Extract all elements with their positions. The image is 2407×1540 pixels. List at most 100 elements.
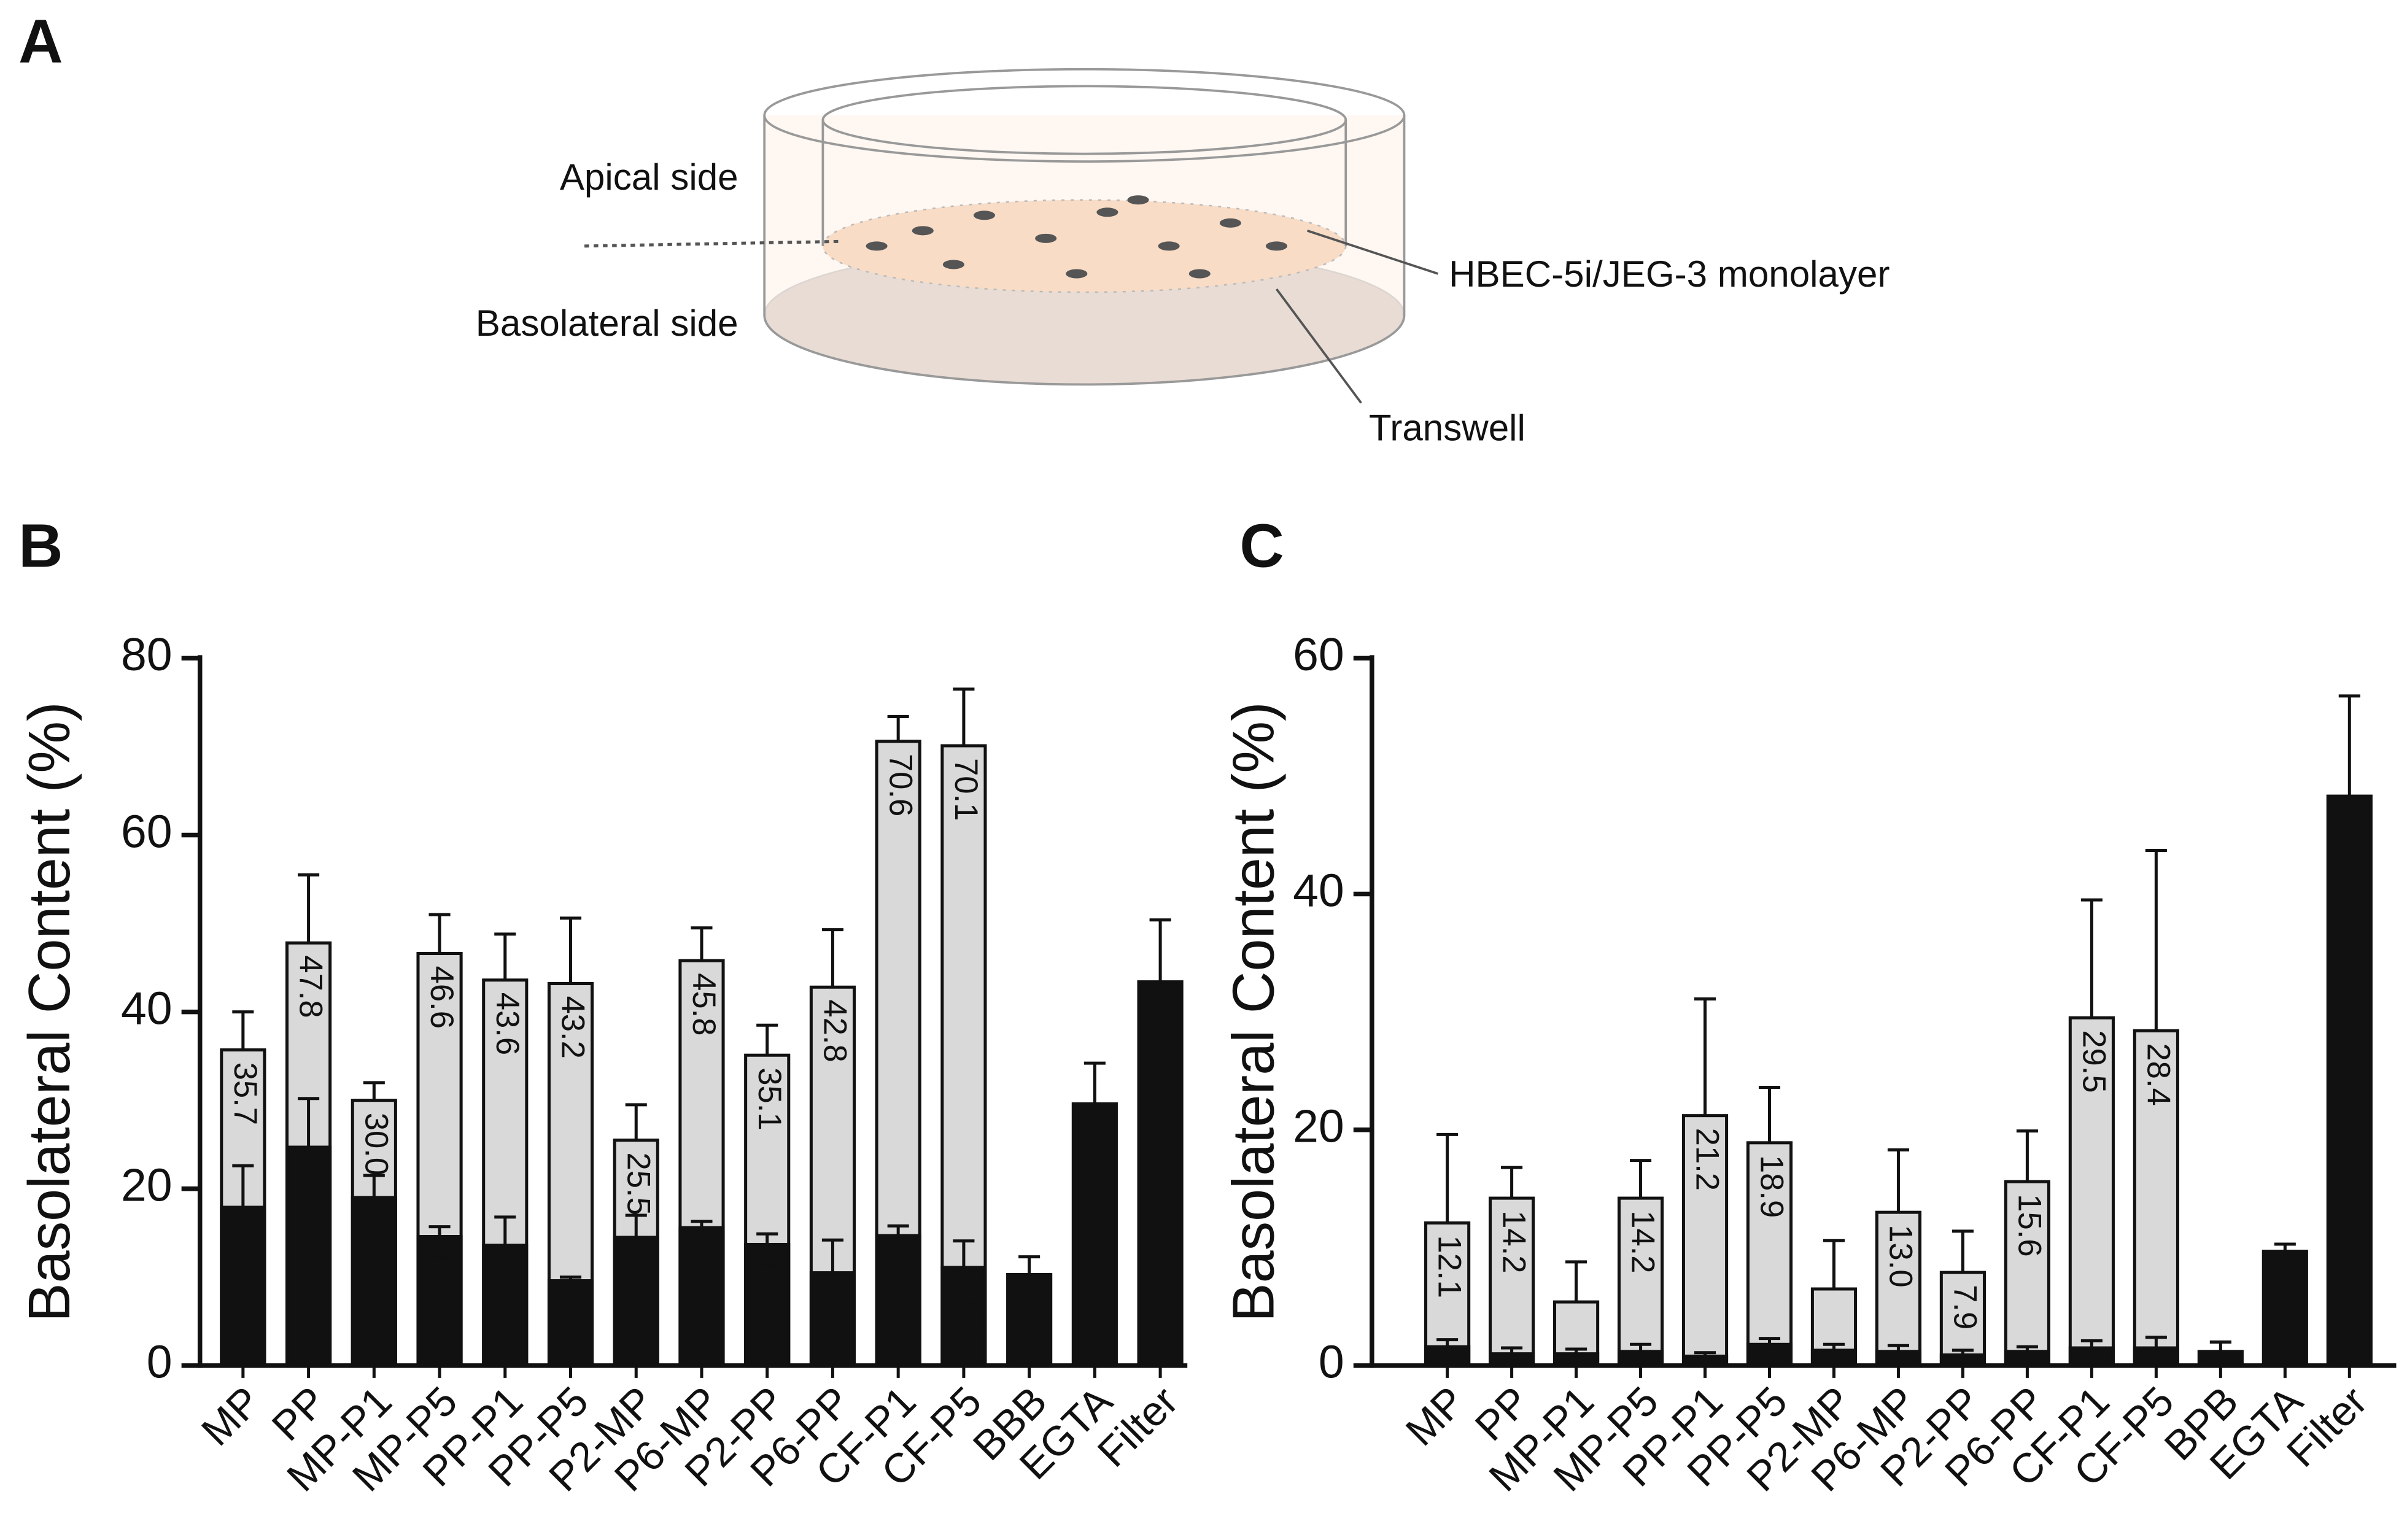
bar [613,1236,659,1368]
value-label: 14.7 [882,1248,918,1310]
value-label: 45.8 [686,973,722,1035]
error-bar [1565,1347,1587,1354]
y-tick-label: 40 [121,982,172,1034]
bar [2133,1029,2179,1368]
error-bar [1823,1342,1845,1350]
value-label: 13.0 [1883,1225,1919,1287]
bar [1489,1196,1535,1368]
error-bar [1436,1132,1459,1223]
x-tick-label: MP [193,1378,269,1455]
error-bar [494,932,516,980]
dish-top [763,68,1406,163]
y-tick-label: 20 [1293,1101,1344,1152]
diagram-label: Apical side [560,157,738,198]
value-label: 24.7 [293,1159,329,1222]
error-bar [821,928,843,988]
error-bar [232,1164,254,1207]
error-bar [887,1224,909,1236]
error-bar [953,687,975,746]
value-label: 21.2 [1689,1128,1726,1191]
error-bar [1887,1148,1909,1213]
error-bar [559,1275,582,1281]
error-bar [363,1174,385,1198]
error-bar [953,1239,975,1267]
error-bar [1018,1255,1041,1275]
value-label: 70.1 [948,758,984,821]
error-bar [756,1023,778,1056]
error-bar [232,1010,254,1050]
error-bar [1758,1337,1781,1345]
panel-label: C [1239,511,1284,580]
error-bar [363,1081,385,1101]
error-bar [1501,1346,1523,1354]
y-tick-label: 0 [1319,1336,1344,1388]
bar [1746,1342,1793,1368]
x-tick-label: MP [1397,1378,1474,1455]
value-label: 9.6 [555,1293,591,1338]
value-label: 14.6 [424,1249,460,1312]
value-label: 15.6 [2012,1194,2048,1256]
y-tick-label: 60 [121,805,172,857]
value-label: 18.9 [1754,1155,1790,1218]
bar [678,1226,725,1368]
error-bar [2080,898,2103,1018]
error-bar [2274,1242,2296,1252]
value-label: 10.3 [1014,1287,1050,1350]
error-bar [298,1097,320,1148]
value-label: 35.1 [751,1067,788,1130]
value-label: 28.4 [2140,1043,2176,1105]
error-bar [887,714,909,741]
value-label: 70.6 [882,754,918,816]
diagram: A Apical side Basolateral side HBEC-5i/J… [18,7,1890,449]
error-bar [625,1103,647,1140]
value-label: 14.2 [1496,1210,1532,1273]
error-bar [1630,1342,1652,1352]
panel-label: A [18,7,63,76]
value-label: 35.7 [227,1062,263,1125]
y-axis-title: Basolateral Content (%) [17,702,82,1322]
value-label: 17.9 [227,1220,263,1282]
value-label: 7.9 [1947,1285,1983,1329]
value-label: 43.2 [555,996,591,1059]
value-label: 12.1 [1432,1235,1468,1298]
value-label: 14.2 [1625,1210,1661,1273]
bar [2004,1180,2050,1368]
value-label: 42.8 [817,999,853,1062]
error-bar [2016,1129,2038,1182]
error-bar [2338,694,2360,797]
error-bar [625,1213,647,1237]
error-bar [1758,1086,1781,1143]
leader [1307,230,1439,275]
value-label: 46.6 [424,966,460,1029]
diagram-label: HBEC-5i/JEG-3 monolayer [1449,253,1890,295]
value-label: 43.6 [489,992,525,1055]
error-bar [1083,1061,1106,1104]
error-bar [2209,1340,2231,1352]
y-tick-label: 60 [1293,629,1344,680]
value-label: 13.6 [489,1258,525,1320]
bar [1006,1272,1053,1368]
error-bar [821,1238,843,1273]
value-label: 25.5 [620,1153,656,1215]
error-bar [1823,1239,1845,1290]
value-label: 15.6 [686,1240,722,1302]
error-bar [1887,1344,1909,1352]
diagram-label: Transwell [1369,407,1525,448]
leader [1275,288,1362,404]
bar [416,1235,463,1368]
cells [866,195,1288,279]
error-bar [756,1232,778,1245]
y-tick-label: 20 [121,1159,172,1211]
value-label: 9.7 [2269,1264,2305,1309]
insert-top [821,85,1347,155]
error-bar [1501,1166,1523,1199]
error-bar [1952,1229,1974,1273]
y-axis-title: Basolateral Content (%) [1222,702,1287,1322]
y-tick-label: 80 [121,629,172,680]
value-label: 47.8 [293,955,329,1018]
error-bar [1149,918,1171,982]
error-bar [298,873,320,943]
error-bar [1694,997,1716,1116]
